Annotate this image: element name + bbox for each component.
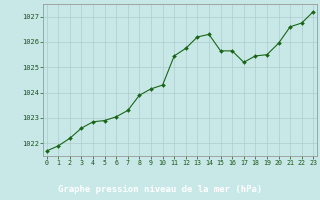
Text: Graphe pression niveau de la mer (hPa): Graphe pression niveau de la mer (hPa)	[58, 185, 262, 194]
